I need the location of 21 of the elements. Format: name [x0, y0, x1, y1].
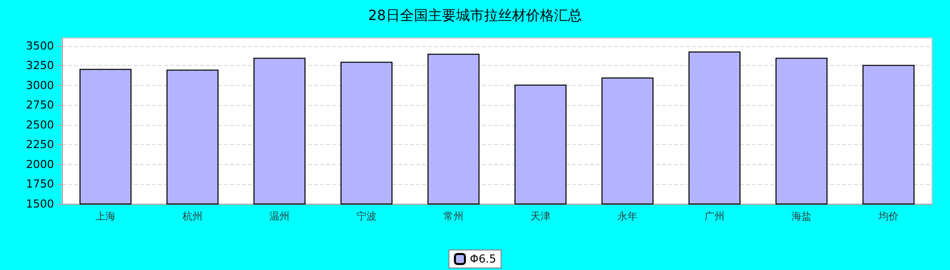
y-tick-label: 2000	[26, 158, 54, 171]
x-tick-label: 上海	[96, 210, 116, 222]
x-tick-label: 广州	[704, 210, 724, 222]
y-tick-label: 2500	[26, 118, 54, 132]
y-tick-label: 2750	[26, 98, 54, 112]
x-tick-label: 温州	[270, 210, 290, 222]
x-tick-label: 宁波	[356, 210, 376, 222]
y-tick-label: 3500	[26, 39, 54, 52]
x-tick-label: 永年	[618, 210, 638, 222]
x-tick-label: 均价	[878, 210, 898, 222]
y-tick-label: 2250	[26, 138, 54, 152]
chart-title: 28日全国主要城市拉丝材价格汇总	[368, 8, 582, 24]
y-tick-label: 3250	[26, 59, 54, 72]
x-tick-label: 海盐	[792, 210, 812, 222]
x-tick-label: 天津	[530, 210, 550, 222]
y-tick-label: 1750	[26, 178, 54, 191]
x-tick-label: 常州	[444, 210, 464, 222]
x-tick-label: 杭州	[182, 210, 202, 222]
y-tick-label: 1500	[26, 198, 54, 210]
legend-label: Φ6.5	[470, 252, 496, 266]
y-tick-label: 3000	[26, 78, 54, 92]
